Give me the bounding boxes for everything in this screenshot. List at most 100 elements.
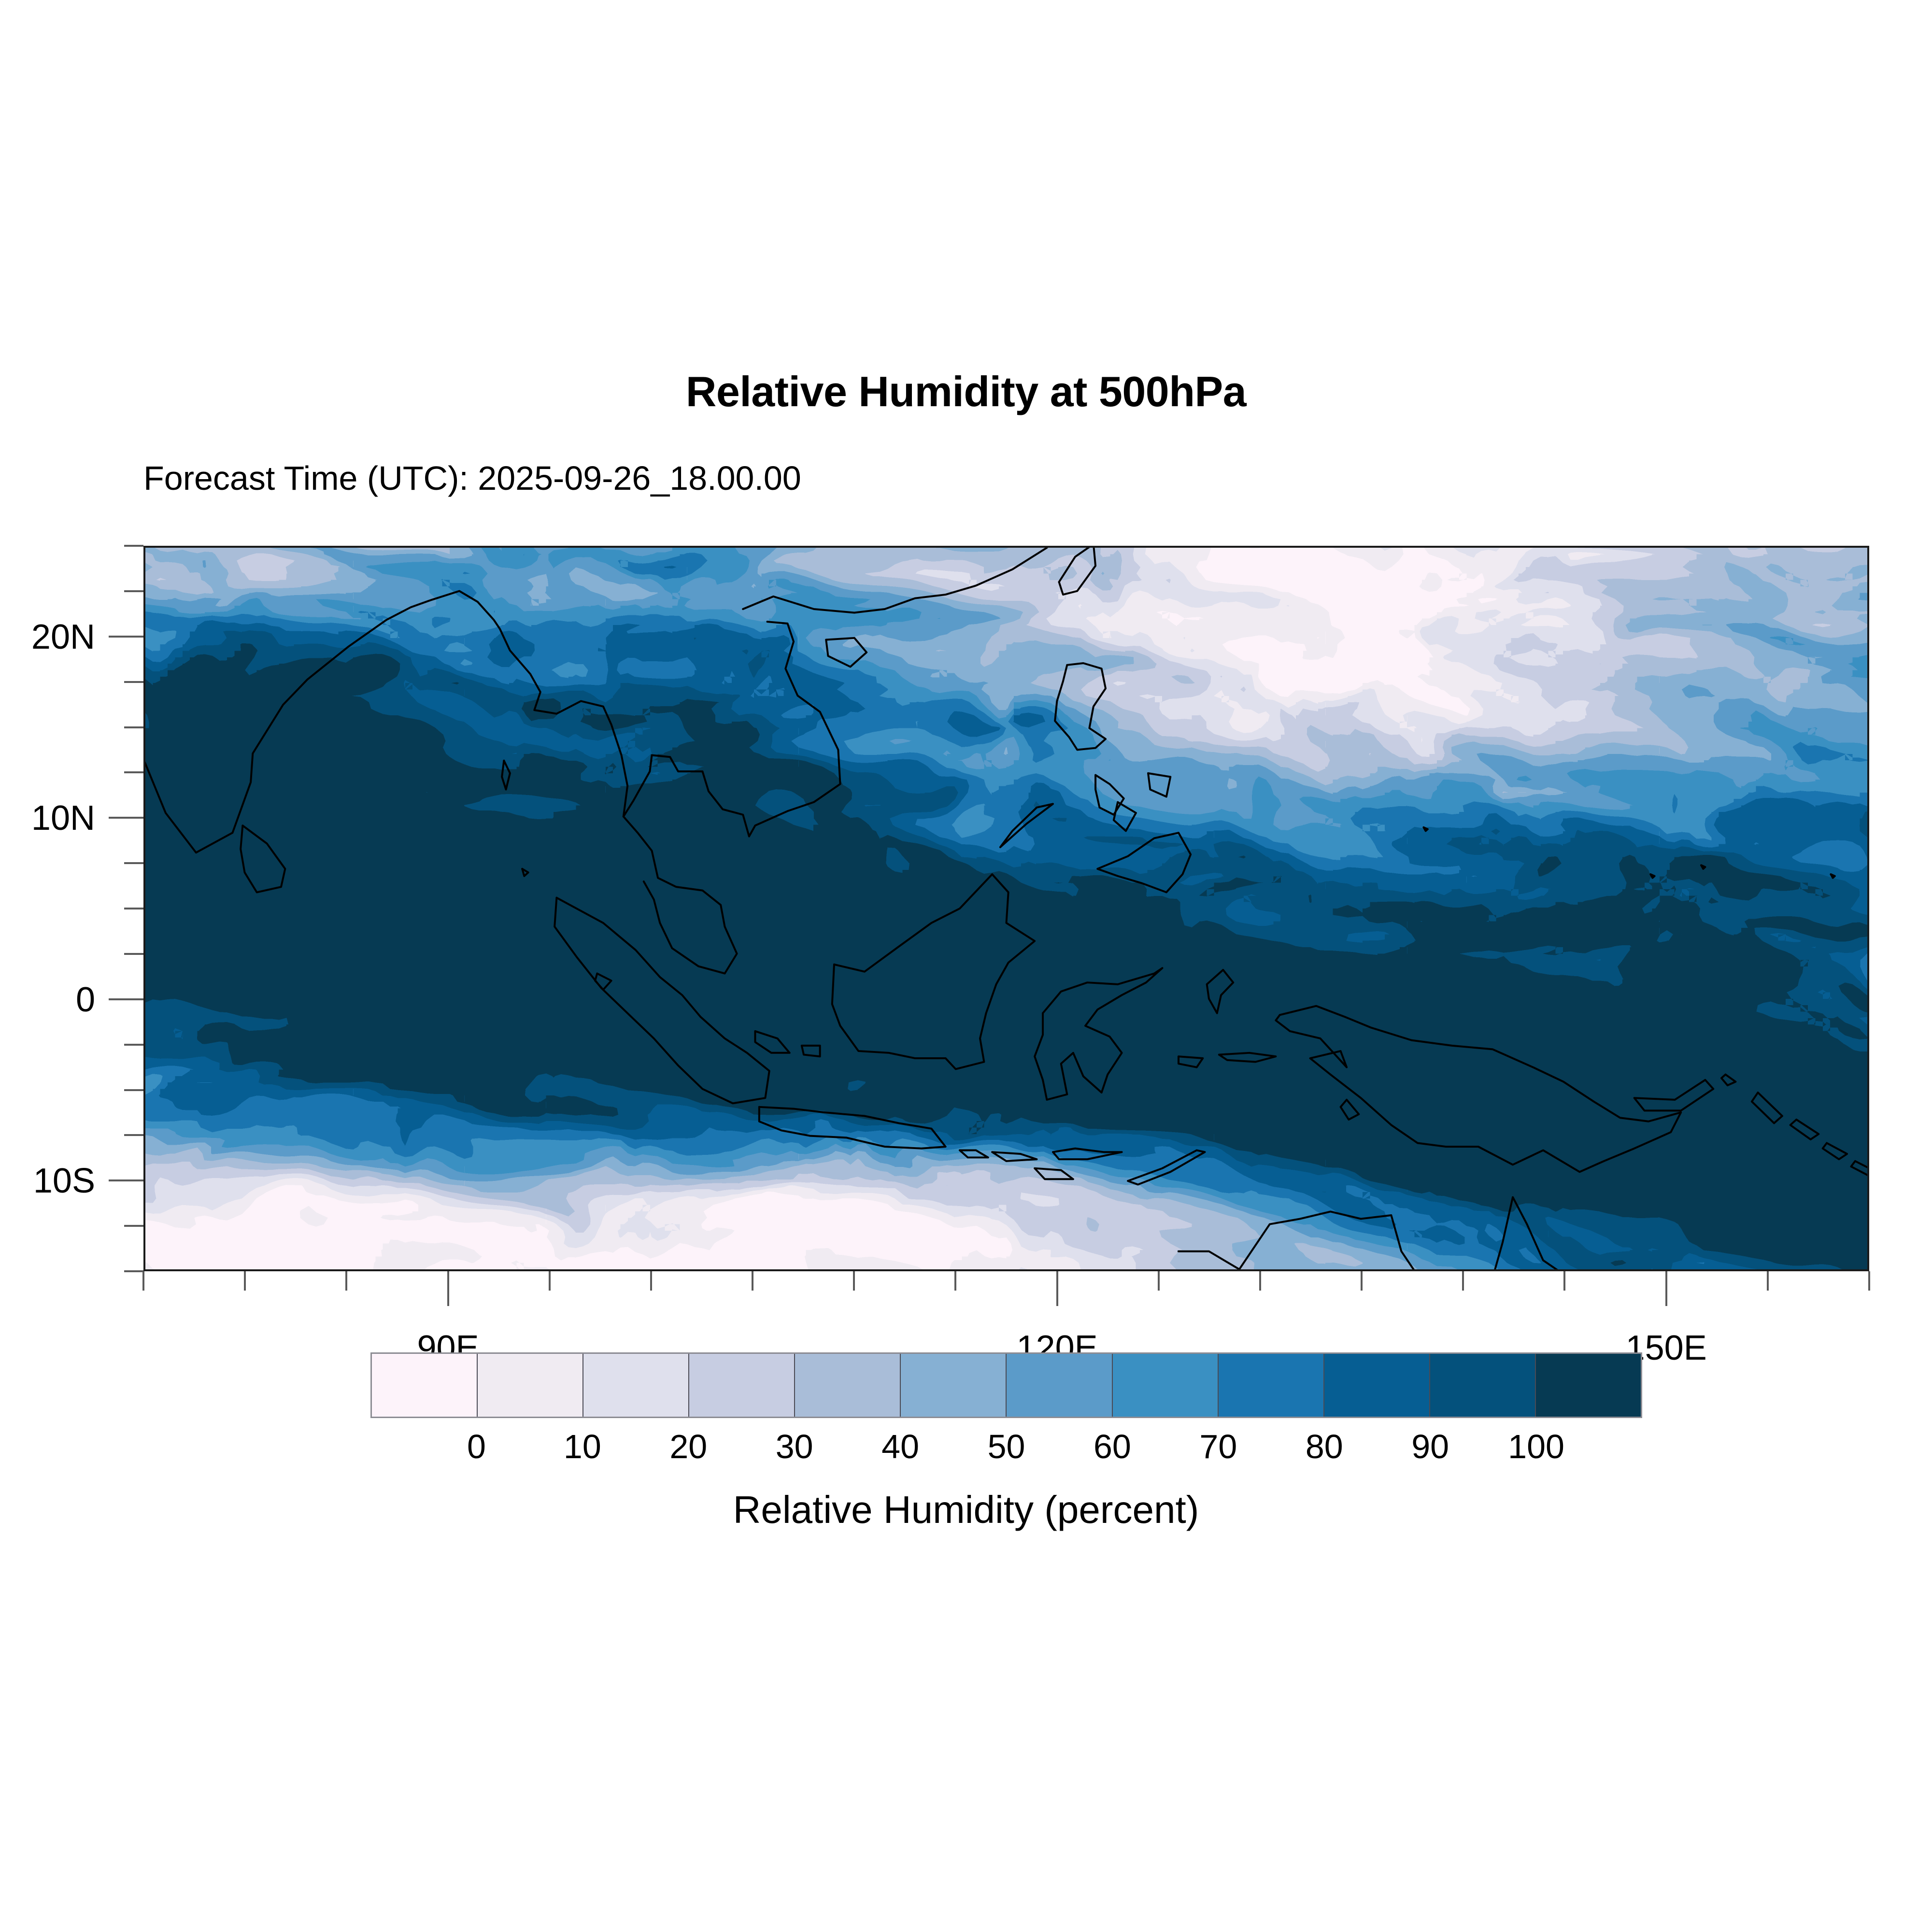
coastline-path-40 xyxy=(754,1030,791,1054)
x-axis-minor-tick xyxy=(1361,1271,1363,1291)
coastline-path-18 xyxy=(959,1149,989,1159)
colorbar-band-5 xyxy=(901,1354,1007,1417)
coastline-path-36 xyxy=(1649,873,1656,879)
y-axis-label-10N: 10N xyxy=(31,799,95,838)
coastline-path-10 xyxy=(1112,801,1137,832)
x-axis-minor-tick xyxy=(650,1271,652,1291)
colorbar-band-8 xyxy=(1218,1354,1324,1417)
x-axis-minor-tick xyxy=(1259,1271,1261,1291)
colorbar-tick-80: 80 xyxy=(1305,1428,1343,1465)
x-axis-minor-tick xyxy=(1868,1271,1870,1291)
colorbar-band-1 xyxy=(478,1354,584,1417)
y-axis-label-10S: 10S xyxy=(33,1162,95,1201)
colorbar-axis-label: Relative Humidity (percent) xyxy=(733,1488,1199,1531)
colorbar-band-0 xyxy=(372,1354,478,1417)
map-plot-area xyxy=(143,546,1869,1271)
colorbar-tick-10: 10 xyxy=(563,1428,601,1465)
colorbar-band-4 xyxy=(795,1354,901,1417)
coastline-path-15 xyxy=(825,637,868,668)
coastline-path-24 xyxy=(1178,1055,1204,1068)
colorbar-band-9 xyxy=(1324,1354,1430,1417)
x-axis-minor-tick xyxy=(1462,1271,1464,1291)
contour-band-11 xyxy=(145,643,1867,1269)
coastline-path-22 xyxy=(1206,969,1235,1014)
y-axis-minor-tick xyxy=(124,1134,143,1136)
colorbar-band-2 xyxy=(583,1354,690,1417)
coastline-path-42 xyxy=(594,972,612,991)
page-title: Relative Humidity at 500hPa xyxy=(685,368,1247,415)
coastline-path-30 xyxy=(501,759,511,791)
x-axis-minor-tick xyxy=(548,1271,551,1291)
y-axis-major-tick xyxy=(109,635,143,638)
y-axis-minor-tick xyxy=(124,1043,143,1046)
y-axis-minor-tick xyxy=(124,908,143,909)
coastline-path-14 xyxy=(622,621,841,838)
x-axis-minor-tick xyxy=(345,1271,348,1291)
colorbar-band-3 xyxy=(689,1354,796,1417)
coastline-path-43 xyxy=(1339,1098,1360,1121)
coastline-path-7 xyxy=(1096,832,1192,894)
coastline-path-35 xyxy=(1422,826,1429,832)
y-axis-minor-tick xyxy=(124,590,143,592)
x-axis-minor-tick xyxy=(1766,1271,1769,1291)
colorbar-band-10 xyxy=(1430,1354,1536,1417)
coastline-path-6 xyxy=(1054,662,1107,751)
y-axis-major-tick xyxy=(109,998,143,1000)
y-axis-minor-tick xyxy=(124,771,143,774)
coastline-path-9 xyxy=(1094,774,1125,816)
coastline-path-27 xyxy=(1821,1142,1848,1161)
coastline-path-21 xyxy=(1127,1149,1206,1186)
colorbar-tick-90: 90 xyxy=(1411,1428,1449,1465)
x-axis-minor-tick xyxy=(752,1271,754,1291)
forecast-time-subtitle: Forecast Time (UTC): 2025-09-26_18.00.00 xyxy=(143,459,801,497)
x-axis-major-tick xyxy=(1665,1271,1667,1306)
coastline-path-0 xyxy=(145,590,738,975)
x-axis-minor-tick xyxy=(1157,1271,1160,1291)
coastline-path-25 xyxy=(1750,1091,1783,1124)
y-axis-label-20N: 20N xyxy=(31,617,95,656)
coastline-path-29 xyxy=(1633,1079,1715,1112)
coastline-path-12 xyxy=(1275,1005,1682,1173)
coastline-path-1 xyxy=(240,824,286,894)
humidity-contour-map xyxy=(145,548,1867,1269)
x-axis-major-tick xyxy=(447,1271,449,1306)
coastline-path-3 xyxy=(758,1106,947,1150)
coastline-path-4 xyxy=(831,873,1036,1070)
x-axis-minor-tick xyxy=(244,1271,246,1291)
x-axis-major-tick xyxy=(1056,1271,1058,1306)
coastline-path-11 xyxy=(1147,772,1172,798)
colorbar-tick-60: 60 xyxy=(1093,1428,1131,1465)
colorbar-tick-100: 100 xyxy=(1508,1428,1564,1465)
y-axis-minor-tick xyxy=(124,681,143,683)
coastline-path-20 xyxy=(1051,1147,1123,1161)
y-axis-minor-tick xyxy=(124,1089,143,1091)
y-axis-minor-tick xyxy=(124,545,143,547)
coastline-path-39 xyxy=(1034,1167,1074,1180)
coastline-path-26 xyxy=(1789,1118,1820,1141)
y-axis-minor-tick xyxy=(124,1270,143,1272)
y-axis-major-tick xyxy=(109,817,143,819)
coastline-path-44 xyxy=(1720,1073,1737,1087)
x-axis-minor-tick xyxy=(954,1271,957,1291)
colorbar-tick-50: 50 xyxy=(987,1428,1025,1465)
coastline-path-38 xyxy=(1830,873,1836,879)
colorbar-tick-70: 70 xyxy=(1199,1428,1237,1465)
coastline-path-31 xyxy=(521,867,529,877)
coastline-path-16 xyxy=(742,548,1048,614)
coastline-layer xyxy=(145,548,1867,1269)
coastline-path-17 xyxy=(1058,548,1097,596)
y-axis-minor-tick xyxy=(124,862,143,865)
y-axis-minor-tick xyxy=(124,952,143,955)
y-axis-minor-tick xyxy=(124,1225,143,1227)
colorbar-tick-30: 30 xyxy=(775,1428,813,1465)
x-axis-minor-tick xyxy=(853,1271,855,1291)
coastline-path-37 xyxy=(1700,864,1706,870)
colorbar-band-6 xyxy=(1007,1354,1113,1417)
colorbar-tick-20: 20 xyxy=(669,1428,708,1465)
coastline-path-28 xyxy=(1850,1160,1867,1176)
colorbar xyxy=(370,1352,1642,1418)
coastline-path-19 xyxy=(991,1151,1038,1162)
y-axis-major-tick xyxy=(109,1179,143,1182)
x-axis-minor-tick xyxy=(142,1271,144,1291)
